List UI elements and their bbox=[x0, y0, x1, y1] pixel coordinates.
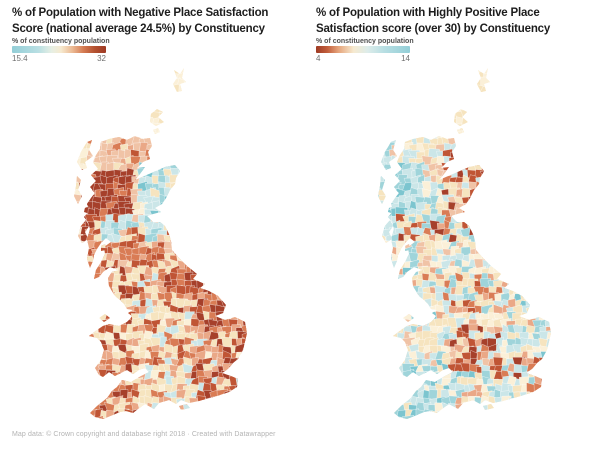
legend-caption-right: % of constituency population bbox=[316, 38, 414, 45]
choropleth-map-positive-satisfaction[interactable] bbox=[361, 62, 561, 422]
legend-max-label-left: 32 bbox=[97, 54, 106, 63]
legend-min-label-right: 4 bbox=[316, 54, 321, 63]
map-title-right: % of Population with Highly Positive Pla… bbox=[316, 7, 551, 35]
footer-credit: Map data: © Crown copyright and database… bbox=[12, 431, 276, 438]
legend-gradient-bar-right bbox=[316, 46, 410, 53]
legend-max-label-right: 14 bbox=[401, 54, 410, 63]
map-title-left: % of Population with Negative Place Sati… bbox=[12, 7, 269, 35]
legend-caption-left: % of constituency population bbox=[12, 38, 110, 45]
choropleth-map-negative-satisfaction[interactable] bbox=[57, 62, 257, 422]
legend-gradient-bar-left bbox=[12, 46, 106, 53]
legend-min-label-left: 15.4 bbox=[12, 54, 28, 63]
